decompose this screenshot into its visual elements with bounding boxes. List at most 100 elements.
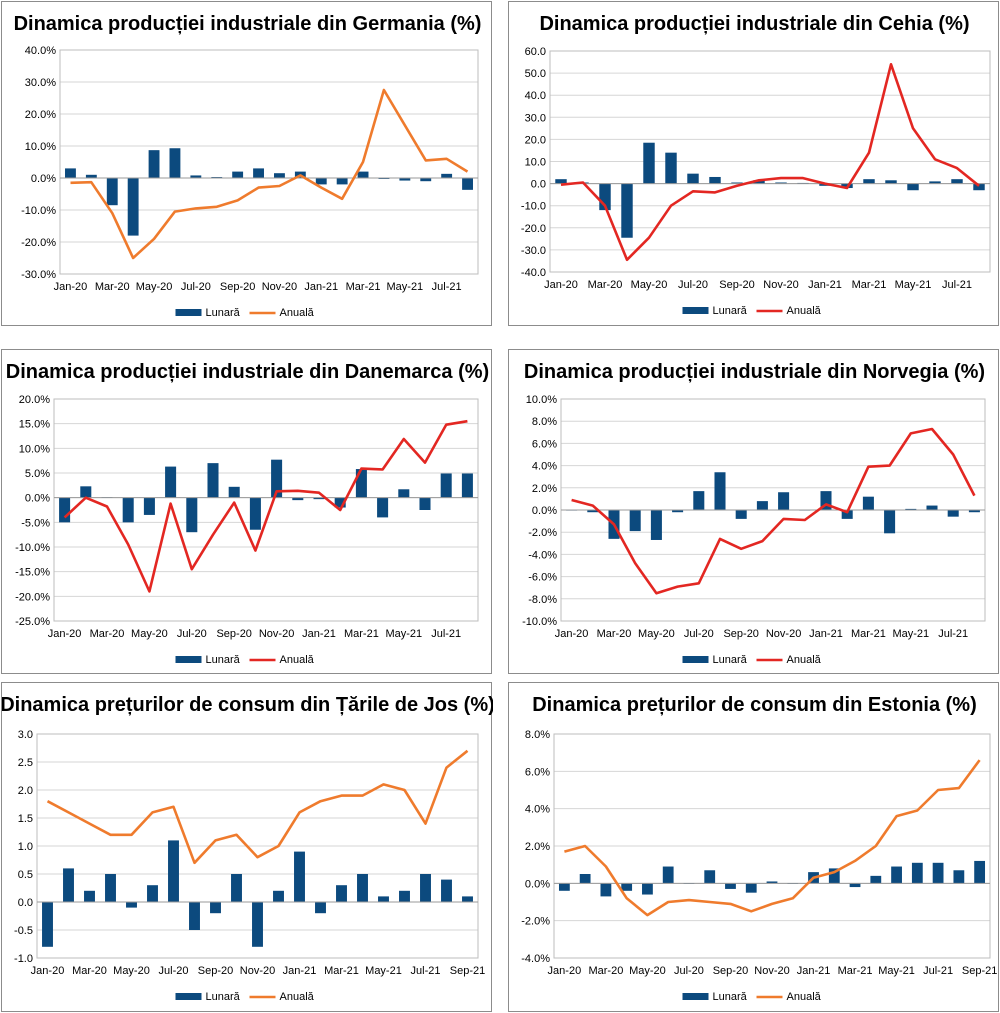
bar-lunara bbox=[249, 497, 261, 530]
bar-lunara bbox=[420, 178, 432, 182]
bar-lunara bbox=[778, 492, 790, 510]
bar-lunara bbox=[315, 902, 326, 914]
y-tick-label: 4.0% bbox=[532, 461, 557, 473]
y-tick-label: -2.0% bbox=[521, 916, 550, 928]
y-tick-label: -4.0% bbox=[528, 549, 557, 561]
bar-lunara bbox=[642, 883, 653, 895]
bar-lunara bbox=[884, 510, 896, 534]
x-tick-label: Sep-20 bbox=[216, 628, 251, 640]
plot-area bbox=[53, 398, 479, 622]
y-tick-label: -0.5 bbox=[14, 925, 33, 937]
bar-lunara bbox=[168, 840, 179, 902]
bar-lunara bbox=[953, 870, 965, 884]
x-tick-label: Sep-21 bbox=[450, 965, 485, 977]
bar-lunara bbox=[461, 473, 473, 498]
plot-area bbox=[553, 733, 991, 959]
chart-panel-germania: Dinamica producției industriale din Germ… bbox=[1, 1, 492, 326]
legend-swatch-lunara bbox=[175, 656, 202, 663]
chart-title: Dinamica producției industriale din Norv… bbox=[524, 361, 985, 383]
chart-germania: Dinamica producției industriale din Germ… bbox=[14, 13, 482, 319]
chart-title: Dinamica producției industriale din Dane… bbox=[6, 361, 489, 383]
bar-lunara bbox=[709, 176, 721, 184]
x-tick-label: May-20 bbox=[131, 628, 168, 640]
legend-label-anuala: Anuală bbox=[787, 305, 822, 317]
x-tick-label: Jul-21 bbox=[411, 965, 441, 977]
bar-lunara bbox=[210, 902, 221, 914]
legend-swatch-lunara bbox=[175, 309, 202, 316]
bar-lunara bbox=[600, 883, 612, 897]
chart-panel-norvegia: Dinamica producției industriale din Norv… bbox=[508, 349, 999, 674]
legend-label-lunara: Lunară bbox=[713, 654, 748, 666]
y-tick-label: 50.0 bbox=[525, 68, 546, 80]
x-tick-label: May-20 bbox=[136, 281, 173, 293]
x-tick-label: Mar-21 bbox=[852, 279, 887, 291]
x-tick-label: Jul-21 bbox=[431, 628, 461, 640]
x-tick-label: May-20 bbox=[631, 279, 668, 291]
y-tick-label: 0.0% bbox=[532, 505, 557, 517]
y-tick-label: 2.5 bbox=[18, 757, 33, 769]
bar-lunara bbox=[672, 510, 684, 513]
bar-lunara bbox=[190, 175, 202, 178]
y-tick-label: -10.0% bbox=[21, 205, 56, 217]
chart-title: Dinamica producției industriale din Germ… bbox=[14, 13, 482, 35]
bar-lunara bbox=[870, 875, 882, 884]
bar-lunara bbox=[687, 173, 699, 184]
bar-lunara bbox=[65, 168, 76, 178]
chart-panel-danemarca: Dinamica producției industriale din Dane… bbox=[1, 349, 492, 674]
y-tick-label: 8.0% bbox=[525, 729, 550, 741]
y-tick-label: -5.0% bbox=[21, 517, 50, 529]
bar-lunara bbox=[947, 510, 959, 517]
legend-label-lunara: Lunară bbox=[206, 307, 241, 319]
y-tick-label: -1.0 bbox=[14, 953, 33, 965]
x-tick-label: Jul-20 bbox=[159, 965, 189, 977]
legend-swatch-lunara bbox=[682, 993, 709, 1000]
x-tick-label: Jan-21 bbox=[304, 281, 338, 293]
x-tick-label: Jul-20 bbox=[674, 965, 704, 977]
y-tick-label: 6.0% bbox=[532, 438, 557, 450]
x-tick-label: Jan-20 bbox=[544, 279, 578, 291]
chart-panel-estonia: Dinamica prețurilor de consum din Estoni… bbox=[508, 682, 999, 1012]
bar-lunara bbox=[650, 510, 662, 540]
bar-lunara bbox=[704, 870, 716, 884]
plot-area bbox=[549, 50, 991, 273]
y-tick-label: 4.0% bbox=[525, 804, 550, 816]
bar-lunara bbox=[621, 883, 633, 891]
chart-danemarca: Dinamica producției industriale din Dane… bbox=[6, 361, 489, 666]
chart-tarile-de-jos: Dinamica prețurilor de consum din Țările… bbox=[2, 694, 493, 1003]
y-tick-label: 2.0% bbox=[525, 841, 550, 853]
y-tick-label: -2.0% bbox=[528, 527, 557, 539]
bar-lunara bbox=[932, 862, 944, 884]
bar-lunara bbox=[905, 508, 917, 510]
bar-lunara bbox=[587, 510, 599, 513]
bar-lunara bbox=[849, 883, 861, 888]
legend-label-lunara: Lunară bbox=[713, 305, 748, 317]
bar-lunara bbox=[862, 496, 874, 510]
y-tick-label: 40.0% bbox=[25, 45, 56, 57]
y-tick-label: 10.0% bbox=[526, 394, 557, 406]
chart-title: Dinamica prețurilor de consum din Estoni… bbox=[532, 694, 977, 716]
y-tick-label: 8.0% bbox=[532, 416, 557, 428]
line-anuala bbox=[46, 749, 469, 865]
bar-lunara bbox=[828, 868, 840, 884]
bar-lunara bbox=[377, 497, 389, 518]
bar-lunara bbox=[599, 183, 611, 211]
bar-lunara bbox=[232, 171, 244, 178]
bar-lunara bbox=[127, 178, 139, 236]
bar-lunara bbox=[271, 459, 283, 498]
bar-lunara bbox=[253, 168, 264, 178]
x-tick-label: Jan-21 bbox=[809, 628, 843, 640]
bar-lunara bbox=[313, 497, 325, 500]
legend-label-lunara: Lunară bbox=[206, 654, 241, 666]
bar-lunara bbox=[462, 178, 473, 190]
x-tick-label: Jul-21 bbox=[942, 279, 972, 291]
x-tick-label: Nov-20 bbox=[766, 628, 801, 640]
x-tick-label: Nov-20 bbox=[763, 279, 798, 291]
bar-lunara bbox=[186, 497, 198, 533]
y-tick-label: 30.0 bbox=[525, 112, 546, 124]
legend-swatch-lunara bbox=[682, 656, 709, 663]
y-tick-label: 40.0 bbox=[525, 90, 546, 102]
bar-lunara bbox=[693, 491, 705, 510]
x-tick-label: Mar-21 bbox=[344, 628, 379, 640]
x-tick-label: Mar-20 bbox=[95, 281, 130, 293]
bar-lunara bbox=[951, 179, 963, 184]
